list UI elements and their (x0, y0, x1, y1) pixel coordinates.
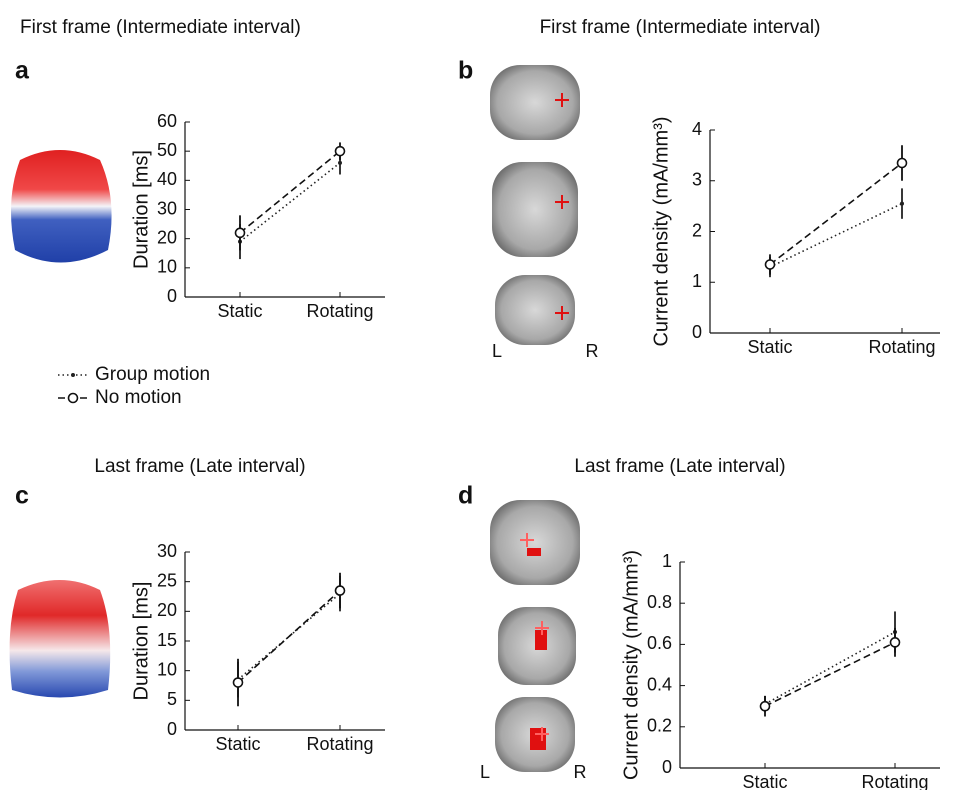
annotation: L (492, 341, 502, 361)
y-tick-label: 0 (167, 286, 177, 306)
y-axis-label: Duration [ms] (130, 582, 152, 701)
marker (761, 702, 770, 711)
series-line (770, 163, 902, 264)
y-tick-label: 10 (157, 257, 177, 277)
y-tick-label: 15 (157, 630, 177, 650)
x-tick-label: Rotating (306, 301, 373, 321)
annotation: R (574, 762, 587, 782)
y-tick-label: 0 (167, 719, 177, 739)
head-map (10, 580, 111, 698)
series-line (238, 591, 340, 683)
head-map (11, 150, 112, 263)
panel-label: c (15, 482, 29, 510)
series-line (765, 642, 895, 706)
y-tick-label: 30 (157, 541, 177, 561)
x-tick-label: Rotating (868, 337, 935, 357)
y-tick-label: 0.4 (647, 674, 672, 694)
legend-label: No motion (95, 387, 182, 408)
y-tick-label: 30 (157, 198, 177, 218)
annotation: L (480, 762, 490, 782)
y-tick-label: 0.2 (647, 716, 672, 736)
y-axis-label: Duration [ms] (130, 150, 152, 269)
annotation: R (586, 341, 599, 361)
y-tick-label: 0.8 (647, 592, 672, 612)
panel-label: b (458, 57, 473, 85)
series-line (765, 632, 895, 704)
marker (234, 678, 243, 687)
y-tick-label: 4 (692, 119, 702, 139)
chart-title: First frame (Intermediate interval) (20, 17, 301, 38)
marker (338, 161, 342, 165)
series-line (240, 163, 340, 242)
marker (898, 158, 907, 167)
y-tick-label: 0 (662, 757, 672, 777)
y-tick-label: 5 (167, 689, 177, 709)
y-tick-label: 0 (692, 322, 702, 342)
chart-title: Last frame (Late interval) (94, 456, 305, 477)
legend-marker (69, 394, 78, 403)
marker (236, 228, 245, 237)
series-line (240, 151, 340, 233)
y-tick-label: 10 (157, 659, 177, 679)
legend-marker (71, 373, 75, 377)
y-tick-label: 40 (157, 169, 177, 189)
brain-slices (490, 65, 580, 772)
y-tick-label: 20 (157, 227, 177, 247)
x-tick-label: Static (217, 301, 262, 321)
x-tick-label: Static (742, 772, 787, 790)
y-tick-label: 0.6 (647, 633, 672, 653)
y-tick-label: 1 (662, 551, 672, 571)
legend-label: Group motion (95, 364, 210, 385)
y-tick-label: 2 (692, 220, 702, 240)
marker (891, 638, 900, 647)
y-axis-label: Current density (mA/mm³) (650, 116, 672, 346)
marker (766, 260, 775, 269)
figure: First frame (Intermediate interval) a Dura… (0, 0, 954, 790)
x-tick-label: Rotating (306, 734, 373, 754)
x-tick-label: Static (215, 734, 260, 754)
marker (336, 147, 345, 156)
y-tick-label: 50 (157, 140, 177, 160)
panel-label: d (458, 482, 473, 510)
y-axis-label: Current density (mA/mm³) (620, 550, 642, 780)
y-tick-label: 20 (157, 600, 177, 620)
marker (336, 586, 345, 595)
y-tick-label: 1 (692, 271, 702, 291)
y-tick-label: 3 (692, 170, 702, 190)
chart-title: Last frame (Late interval) (574, 456, 785, 477)
chart-title: First frame (Intermediate interval) (540, 17, 821, 38)
y-tick-label: 25 (157, 570, 177, 590)
panel-label: a (15, 57, 30, 85)
y-tick-label: 60 (157, 111, 177, 131)
marker (900, 202, 904, 206)
x-tick-label: Rotating (861, 772, 928, 790)
x-tick-label: Static (747, 337, 792, 357)
